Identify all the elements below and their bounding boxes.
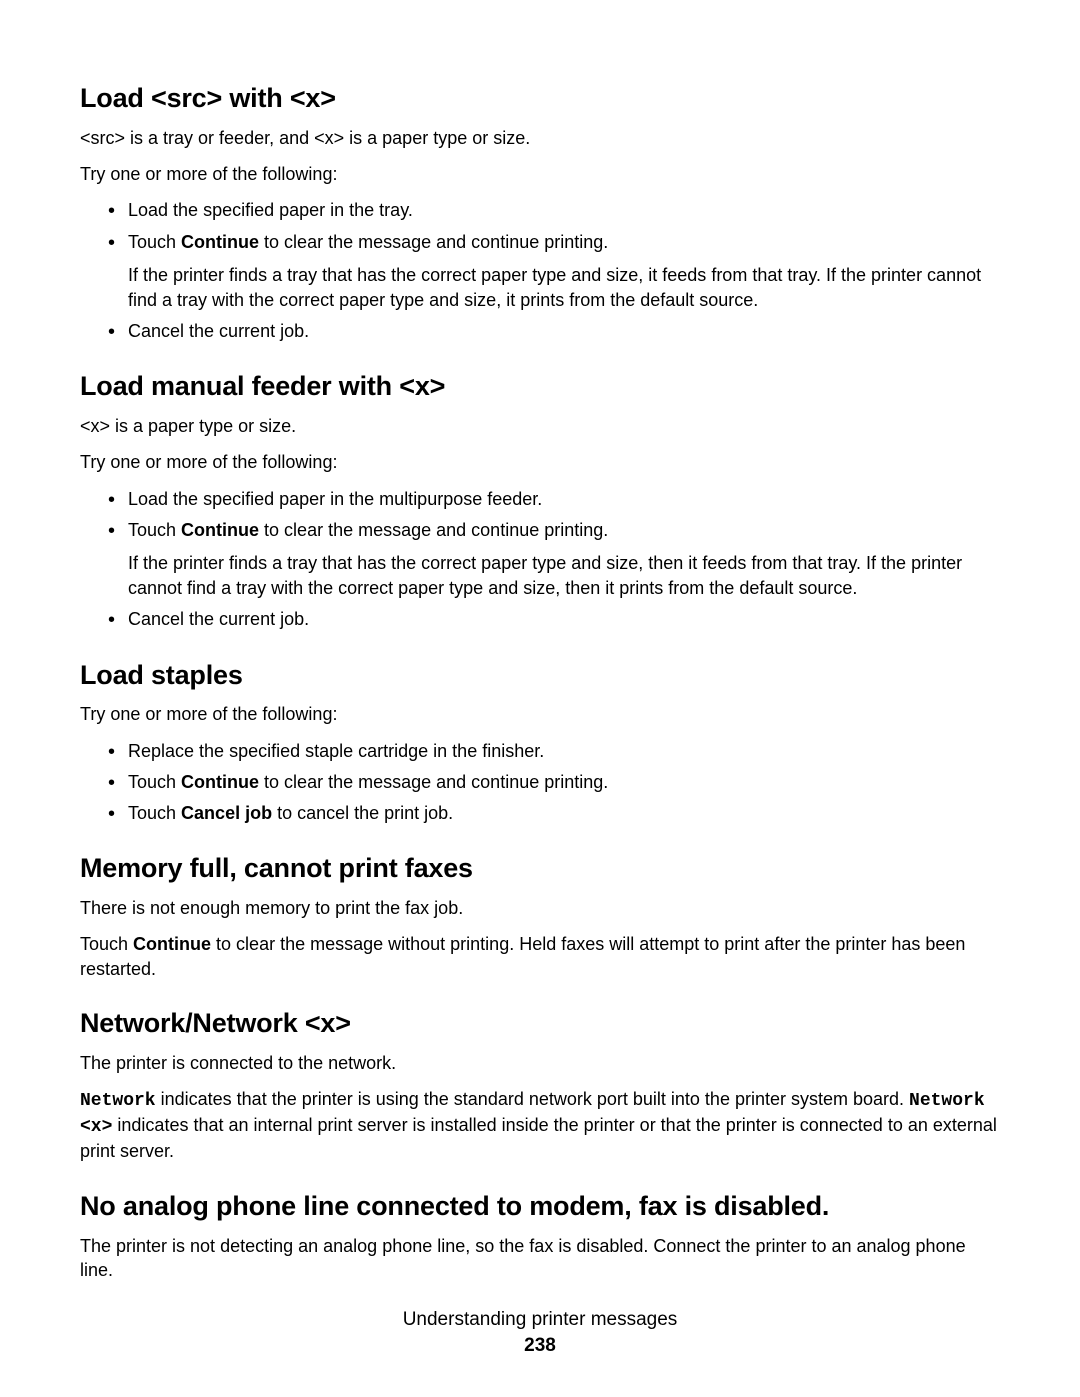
list-item: Cancel the current job. [110, 319, 1000, 344]
section-load-staples: Load staples Try one or more of the foll… [80, 659, 1000, 827]
footer-page-number: 238 [0, 1335, 1080, 1357]
heading-no-analog: No analog phone line connected to modem,… [80, 1190, 1000, 1224]
list-text: to clear the message and continue printi… [259, 520, 608, 540]
paragraph: Touch Continue to clear the message with… [80, 932, 1000, 981]
section-network: Network/Network <x> The printer is conne… [80, 1007, 1000, 1164]
list-item: Load the specified paper in the tray. [110, 198, 1000, 223]
list-item: Touch Continue to clear the message and … [110, 518, 1000, 602]
bullet-list: Replace the specified staple cartridge i… [80, 739, 1000, 827]
list-text: Cancel the current job. [128, 321, 309, 341]
section-load-manual-feeder: Load manual feeder with <x> <x> is a pap… [80, 370, 1000, 632]
bullet-list: Load the specified paper in the tray. To… [80, 198, 1000, 344]
list-text: Load the specified paper in the tray. [128, 200, 413, 220]
paragraph: The printer is not detecting an analog p… [80, 1234, 1000, 1283]
bold-text: Continue [181, 520, 259, 540]
list-item: Load the specified paper in the multipur… [110, 487, 1000, 512]
text: indicates that the printer is using the … [156, 1089, 909, 1109]
list-subtext: If the printer finds a tray that has the… [128, 551, 1000, 601]
list-text: Touch [128, 520, 181, 540]
list-text: Touch [128, 232, 181, 252]
paragraph: Try one or more of the following: [80, 162, 1000, 186]
list-item: Touch Cancel job to cancel the print job… [110, 801, 1000, 826]
paragraph: Try one or more of the following: [80, 702, 1000, 726]
bold-text: Cancel job [181, 803, 272, 823]
section-no-analog: No analog phone line connected to modem,… [80, 1190, 1000, 1282]
list-text: to cancel the print job. [272, 803, 453, 823]
heading-load-staples: Load staples [80, 659, 1000, 693]
list-item: Touch Continue to clear the message and … [110, 230, 1000, 314]
bold-text: Continue [133, 934, 211, 954]
text: to clear the message without printing. H… [80, 934, 965, 978]
paragraph: Network indicates that the printer is us… [80, 1087, 1000, 1164]
page-footer: Understanding printer messages 238 [0, 1309, 1080, 1357]
mono-text: Network [80, 1091, 156, 1111]
list-text: Replace the specified staple cartridge i… [128, 741, 544, 761]
list-item: Touch Continue to clear the message and … [110, 770, 1000, 795]
list-item: Cancel the current job. [110, 607, 1000, 632]
heading-load-src: Load <src> with <x> [80, 82, 1000, 116]
bullet-list: Load the specified paper in the multipur… [80, 487, 1000, 633]
list-text: to clear the message and continue printi… [259, 772, 608, 792]
paragraph: <src> is a tray or feeder, and <x> is a … [80, 126, 1000, 150]
list-text: Touch [128, 772, 181, 792]
list-subtext: If the printer finds a tray that has the… [128, 263, 1000, 313]
section-memory-full: Memory full, cannot print faxes There is… [80, 852, 1000, 981]
text: Touch [80, 934, 133, 954]
bold-text: Continue [181, 772, 259, 792]
document-page: Load <src> with <x> <src> is a tray or f… [0, 0, 1080, 1397]
heading-memory-full: Memory full, cannot print faxes [80, 852, 1000, 886]
footer-title: Understanding printer messages [0, 1309, 1080, 1331]
paragraph: <x> is a paper type or size. [80, 414, 1000, 438]
list-text: Load the specified paper in the multipur… [128, 489, 542, 509]
paragraph: There is not enough memory to print the … [80, 896, 1000, 920]
heading-load-manual-feeder: Load manual feeder with <x> [80, 370, 1000, 404]
paragraph: Try one or more of the following: [80, 450, 1000, 474]
heading-network: Network/Network <x> [80, 1007, 1000, 1041]
text: indicates that an internal print server … [80, 1115, 997, 1161]
paragraph: The printer is connected to the network. [80, 1051, 1000, 1075]
list-text: to clear the message and continue printi… [259, 232, 608, 252]
bold-text: Continue [181, 232, 259, 252]
section-load-src: Load <src> with <x> <src> is a tray or f… [80, 82, 1000, 344]
list-item: Replace the specified staple cartridge i… [110, 739, 1000, 764]
list-text: Touch [128, 803, 181, 823]
list-text: Cancel the current job. [128, 609, 309, 629]
